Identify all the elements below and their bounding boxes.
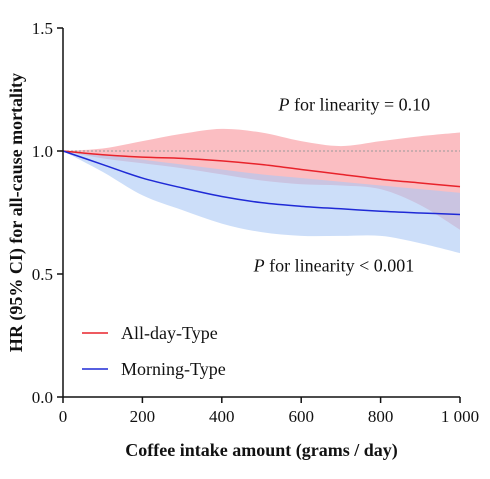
series-line-morning — [62, 150, 461, 216]
x-ticks: 0 200 400 600 800 1 000 — [59, 397, 479, 426]
x-axis-title: Coffee intake amount (grams / day) — [125, 440, 397, 461]
series-line-all-day — [62, 150, 461, 188]
annotation-all-day-linearity: P for linearity = 0.10 — [277, 94, 430, 114]
annotation-morning-linearity: P for linearity < 0.001 — [253, 255, 415, 275]
x-tick-label: 600 — [288, 407, 314, 426]
annotation-p: P — [277, 94, 289, 114]
y-tick-label: 1.5 — [32, 19, 53, 38]
y-tick-label: 0.0 — [32, 388, 53, 407]
axes — [62, 28, 460, 398]
y-tick-label: 0.5 — [32, 265, 53, 284]
legend: All-day-Type Morning-Type — [82, 323, 226, 379]
y-axis-title: HR (95% CI) for all-cause mortality — [6, 73, 27, 352]
annotations: P for linearity = 0.10 P for linearity <… — [253, 94, 431, 275]
x-tick-label: 200 — [130, 407, 156, 426]
y-ticks: 0.0 0.5 1.0 1.5 — [32, 19, 63, 407]
annotation-text: for linearity = 0.10 — [289, 94, 430, 114]
confidence-bands — [63, 128, 460, 254]
annotation-text: for linearity < 0.001 — [265, 255, 415, 275]
annotation-p: P — [253, 255, 265, 275]
y-tick-label: 1.0 — [32, 142, 53, 161]
x-tick-label: 400 — [209, 407, 235, 426]
x-tick-label: 0 — [59, 407, 68, 426]
x-tick-label: 1 000 — [441, 407, 479, 426]
series-lines — [62, 150, 461, 216]
x-tick-label: 800 — [368, 407, 394, 426]
legend-label-all-day: All-day-Type — [121, 323, 218, 343]
legend-label-morning: Morning-Type — [121, 359, 226, 379]
